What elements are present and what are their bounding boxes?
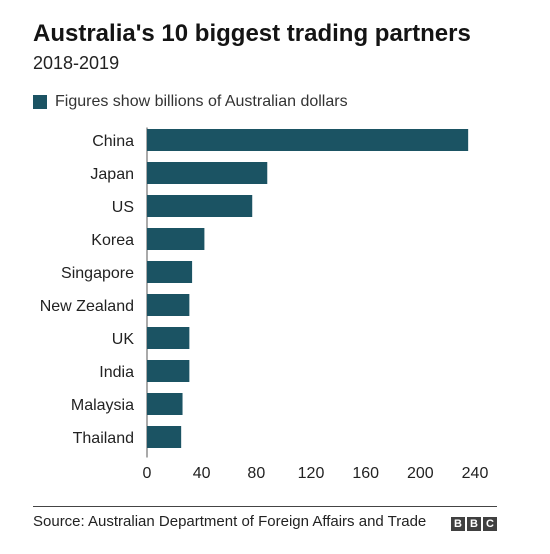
bar bbox=[147, 129, 469, 151]
category-label: Malaysia bbox=[71, 397, 134, 414]
bar bbox=[147, 393, 183, 415]
x-tick-label: 80 bbox=[247, 465, 265, 482]
x-tick-label: 40 bbox=[193, 465, 211, 482]
category-label: Japan bbox=[90, 166, 134, 183]
bar bbox=[147, 195, 253, 217]
logo-letter: C bbox=[483, 517, 497, 531]
bar bbox=[147, 426, 182, 448]
x-tick-label: 160 bbox=[352, 465, 379, 482]
x-tick-label: 240 bbox=[462, 465, 489, 482]
category-label: UK bbox=[112, 331, 135, 348]
bar bbox=[147, 261, 193, 283]
chart-title: Australia's 10 biggest trading partners bbox=[33, 20, 471, 47]
category-label: Thailand bbox=[73, 430, 134, 447]
bar bbox=[147, 360, 190, 382]
bar-chart: China Japan US Korea Singapore New Zealand UK I… bbox=[40, 127, 489, 482]
category-label: India bbox=[99, 364, 134, 381]
logo-letter: B bbox=[467, 517, 481, 531]
category-label: Singapore bbox=[61, 265, 134, 282]
logo-letter: B bbox=[451, 517, 465, 531]
bar bbox=[147, 162, 268, 184]
bar bbox=[147, 294, 190, 316]
category-label: Korea bbox=[91, 232, 134, 249]
category-label: New Zealand bbox=[40, 298, 134, 315]
category-label: US bbox=[112, 199, 134, 216]
legend-label: Figures show billions of Australian doll… bbox=[55, 93, 348, 110]
legend: Figures show billions of Australian doll… bbox=[33, 92, 348, 112]
chart-subtitle: 2018-2019 bbox=[33, 53, 120, 73]
bar bbox=[147, 228, 205, 250]
footer-divider bbox=[33, 506, 497, 507]
x-tick-label: 0 bbox=[143, 465, 152, 482]
x-tick-label: 120 bbox=[298, 465, 325, 482]
legend-swatch bbox=[33, 95, 47, 109]
source-note: Source: Australian Department of Foreign… bbox=[33, 513, 427, 530]
bbc-logo: B B C bbox=[451, 517, 497, 531]
category-label: China bbox=[92, 133, 134, 150]
x-tick-label: 200 bbox=[407, 465, 434, 482]
bar bbox=[147, 327, 190, 349]
